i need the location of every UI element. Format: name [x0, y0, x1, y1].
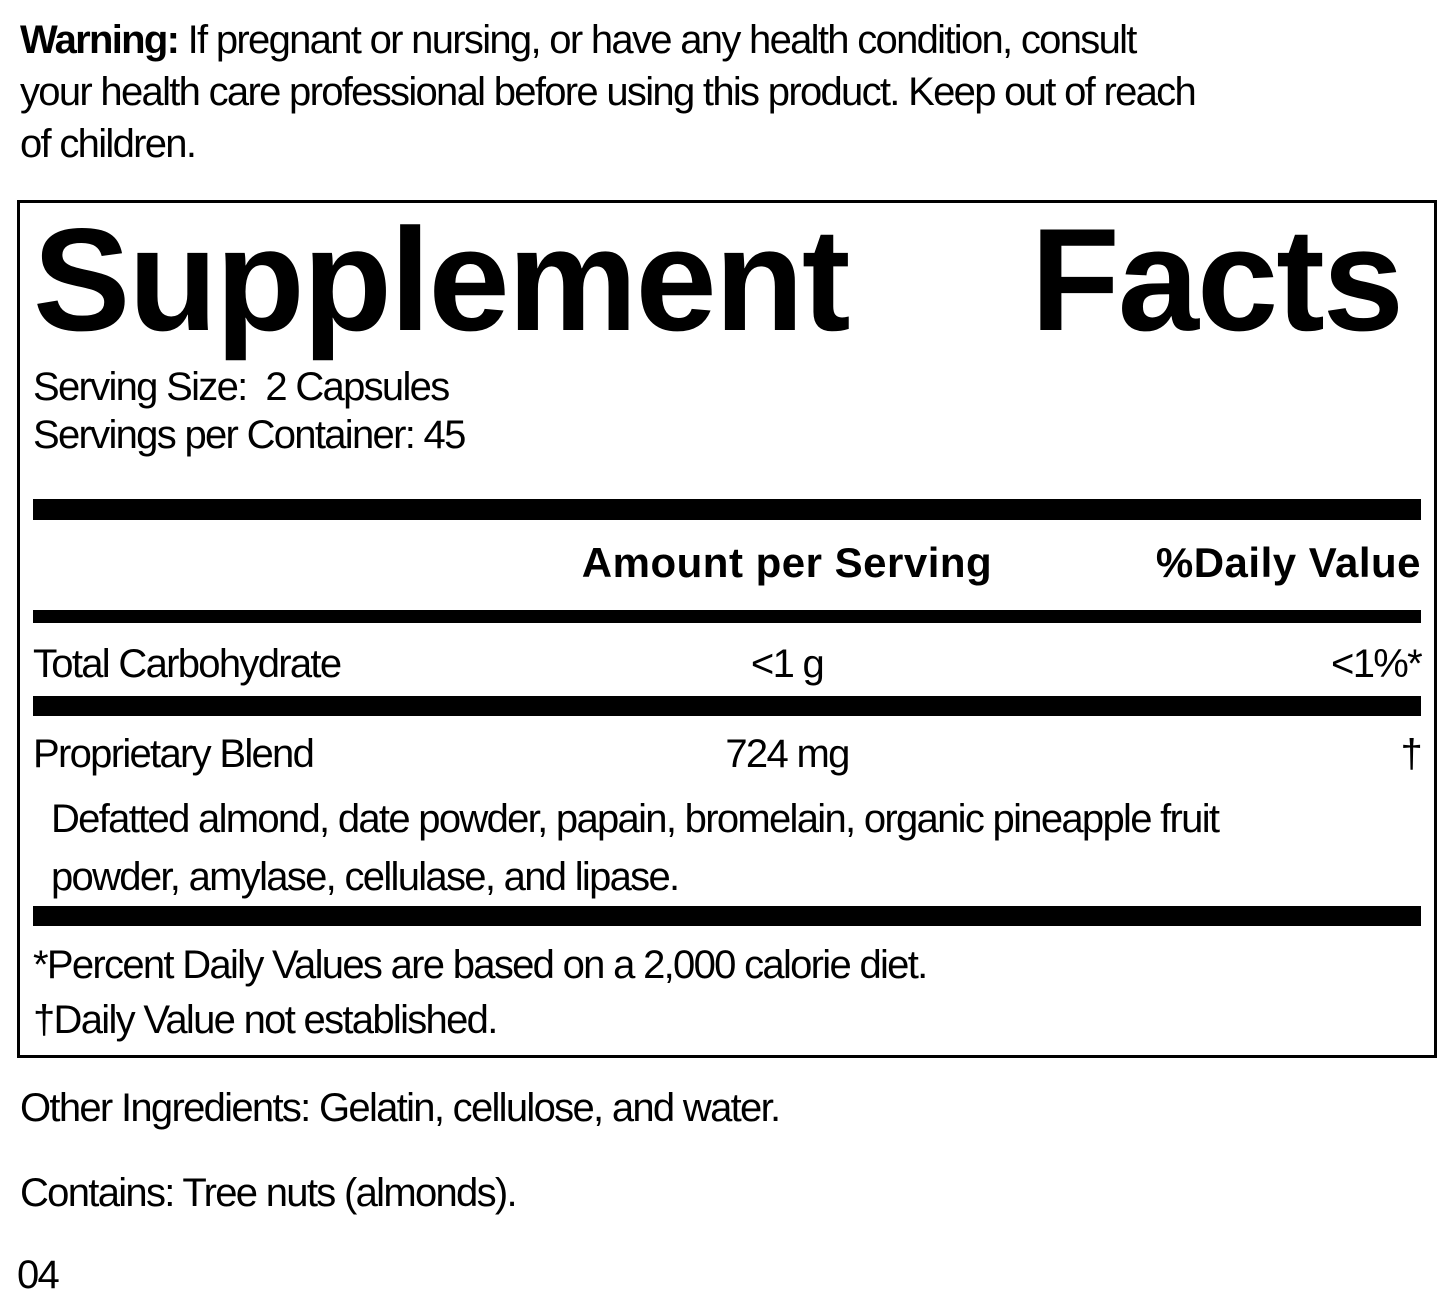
- row-proprietary-blend: Proprietary Blend 724 mg †: [33, 731, 1423, 777]
- nutrient-daily-value: <1%*: [1331, 642, 1423, 686]
- nutrient-amount: 724 mg: [725, 732, 850, 776]
- nutrient-name: Proprietary Blend: [33, 732, 315, 776]
- nutrient-amount: <1 g: [750, 642, 825, 686]
- daily-value-header: %Daily Value: [1155, 539, 1421, 586]
- nutrient-name: Total Carbohydrate: [33, 642, 342, 686]
- footnote-daily-value-not-established: †Daily Value not established.: [33, 998, 498, 1042]
- column-header-row: Amount per Serving %Daily Value: [33, 540, 1421, 586]
- amount-per-serving-header: Amount per Serving: [581, 539, 993, 586]
- divider-thick-bottom: [33, 906, 1421, 926]
- panel-title: Supplement Facts: [33, 205, 1421, 355]
- divider-thick-top: [33, 499, 1421, 520]
- divider-thick-mid: [33, 696, 1421, 716]
- blend-description-line-1: Defatted almond, date powder, papain, br…: [51, 797, 1220, 841]
- row-total-carbohydrate: Total Carbohydrate <1 g <1%*: [33, 641, 1423, 687]
- blend-description-line-2: powder, amylase, cellulase, and lipase.: [51, 855, 680, 899]
- serving-info: Serving Size: 2 Capsules Servings per Co…: [33, 363, 1421, 459]
- nutrient-daily-value: †: [1400, 732, 1422, 776]
- title-word-supplement: Supplement: [33, 198, 851, 361]
- other-ingredients-statement: Other Ingredients: Gelatin, cellulose, a…: [20, 1086, 781, 1130]
- contains-statement: Contains: Tree nuts (almonds).: [20, 1171, 518, 1215]
- warning-line-2: your health care professional before usi…: [20, 70, 1197, 114]
- footnote-percent-daily-values: *Percent Daily Values are based on a 2,0…: [33, 943, 928, 987]
- servings-per-container-line: Servings per Container: 45: [33, 413, 466, 457]
- warning-line-1: Warning: If pregnant or nursing, or have…: [20, 14, 1445, 66]
- warning-label: Warning:: [20, 18, 180, 62]
- warning-line-1-text: If pregnant or nursing, or have any heal…: [178, 18, 1138, 62]
- title-word-facts: Facts: [1030, 198, 1404, 361]
- supplement-facts-panel: Supplement Facts Serving Size: 2 Capsule…: [17, 200, 1437, 1058]
- serving-size-line: Serving Size: 2 Capsules: [33, 365, 450, 409]
- warning-line-3: of children.: [20, 122, 197, 166]
- divider-medium: [33, 610, 1421, 623]
- footer-code: 04: [17, 1253, 60, 1297]
- warning-paragraph: Warning: If pregnant or nursing, or have…: [20, 14, 1445, 170]
